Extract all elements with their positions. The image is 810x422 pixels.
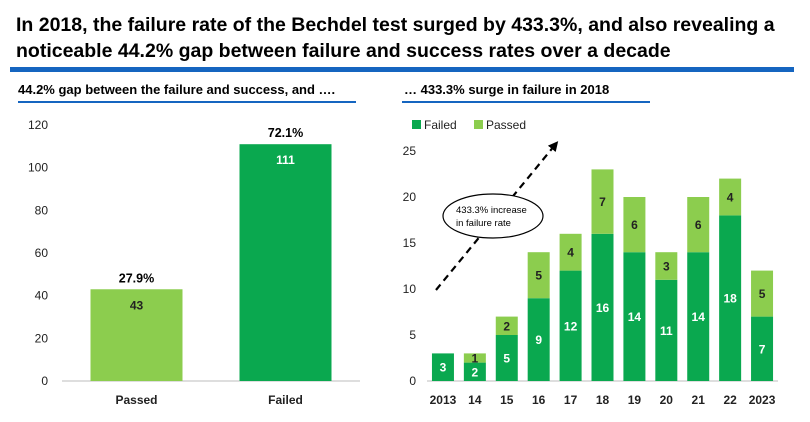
bar-value-label-failed: 9	[535, 333, 542, 347]
bar-value-label-failed: 12	[564, 319, 578, 333]
bar-value-label-passed: 3	[663, 260, 670, 274]
bar-value-label-passed: 2	[503, 319, 510, 333]
trend-arrow	[435, 141, 559, 291]
bar-segment-failed-19	[623, 252, 646, 381]
left-bar-chart: 0 20 40 60 80 100 120 43 27.9% Passed 111 72.1% Fail…	[28, 118, 360, 407]
legend-label-failed: Failed	[424, 118, 457, 132]
annotation-text-line-1: 433.3% increase	[456, 205, 527, 216]
left-y-tick-label: 100	[28, 161, 48, 175]
right-x-tick-label: 18	[596, 393, 610, 407]
legend-swatch-passed	[474, 120, 483, 129]
left-bar-failed	[239, 144, 332, 381]
right-x-tick-label: 14	[468, 393, 482, 407]
bar-segment-passed-20	[655, 252, 678, 280]
bar-segment-failed-2023	[751, 316, 774, 381]
bar-segment-failed-18	[591, 233, 614, 381]
bar-segment-failed-2013	[431, 353, 454, 381]
right-y-tick-label: 0	[409, 374, 416, 388]
left-y-tick-label: 40	[35, 289, 49, 303]
right-x-tick-label: 21	[692, 393, 706, 407]
bar-value-label-failed: 16	[596, 301, 610, 315]
left-y-tick-label: 0	[41, 374, 48, 388]
bar-value-label-passed: 5	[759, 287, 766, 301]
right-x-tick-label: 20	[660, 393, 674, 407]
legend-label-passed: Passed	[486, 118, 526, 132]
right-x-tick-label: 2013	[430, 393, 457, 407]
bar-segment-failed-16	[527, 298, 550, 381]
left-bar-passed	[90, 289, 183, 381]
left-x-tick-label: Passed	[115, 393, 157, 407]
right-y-tick-label: 20	[403, 190, 417, 204]
bar-value-label-passed: 5	[535, 269, 542, 283]
bar-segment-passed-22	[719, 178, 742, 216]
right-x-tick-label: 19	[628, 393, 642, 407]
left-bar-value-label: 111	[276, 153, 295, 167]
right-y-tick-label: 5	[409, 328, 416, 342]
right-x-tick-label: 15	[500, 393, 514, 407]
left-y-tick-label: 120	[28, 118, 48, 132]
annotation-text-line-2: in failure rate	[456, 218, 511, 229]
bar-value-label-failed: 5	[503, 352, 510, 366]
page-title: In 2018, the failure rate of the Bechdel…	[16, 14, 775, 62]
bar-segment-passed-18	[591, 169, 614, 234]
bar-segment-failed-14	[463, 362, 486, 381]
bar-value-label-failed: 14	[692, 310, 706, 324]
bar-value-label-passed: 6	[695, 218, 702, 232]
bar-segment-failed-20	[655, 279, 678, 381]
right-chart-title-underline	[402, 101, 650, 103]
bar-value-label-passed: 4	[727, 191, 734, 205]
bar-value-label-failed: 18	[723, 292, 737, 306]
bar-value-label-passed: 7	[599, 195, 606, 209]
bar-segment-failed-22	[719, 215, 742, 381]
bar-value-label-failed: 7	[759, 342, 766, 356]
legend-swatch-failed	[412, 120, 421, 129]
right-y-tick-label: 10	[403, 282, 417, 296]
bar-value-label-failed: 11	[660, 324, 673, 338]
bar-value-label-failed: 3	[440, 361, 447, 375]
bar-segment-passed-14	[463, 353, 486, 363]
bar-value-label-passed: 1	[472, 352, 479, 366]
bar-value-label-failed: 14	[628, 310, 642, 324]
left-bar-value-label: 43	[130, 298, 144, 312]
bar-value-label-passed: 6	[631, 218, 638, 232]
right-x-tick-label: 17	[564, 393, 578, 407]
bar-value-label-passed: 4	[567, 246, 574, 260]
left-chart-title-underline	[18, 101, 356, 103]
bar-segment-failed-17	[559, 270, 582, 381]
left-chart-title: 44.2% gap between the failure and succes…	[18, 82, 336, 97]
left-y-tick-label: 80	[35, 203, 49, 217]
bar-segment-passed-16	[527, 252, 550, 299]
left-bar-percent-label: 72.1%	[268, 126, 303, 140]
bar-segment-passed-15	[495, 316, 518, 335]
right-y-tick-label: 15	[403, 236, 417, 250]
right-chart-title: … 433.3% surge in failure in 2018	[404, 82, 610, 97]
bar-segment-passed-2023	[751, 270, 774, 317]
left-x-tick-label: Failed	[268, 393, 303, 407]
bar-segment-passed-19	[623, 197, 646, 253]
left-y-tick-label: 20	[35, 331, 49, 345]
right-x-tick-label: 22	[723, 393, 737, 407]
right-y-tick-label: 25	[403, 144, 417, 158]
right-x-tick-label: 2023	[749, 393, 776, 407]
title-divider	[10, 67, 794, 72]
bar-value-label-failed: 2	[472, 365, 479, 379]
annotation-bubble	[442, 193, 544, 239]
bar-segment-failed-21	[687, 252, 710, 381]
right-x-tick-label: 16	[532, 393, 546, 407]
left-y-tick-label: 60	[35, 246, 49, 260]
left-bar-percent-label: 27.9%	[119, 271, 154, 285]
bar-segment-passed-17	[559, 233, 582, 271]
bar-segment-failed-15	[495, 335, 518, 381]
bar-segment-passed-21	[687, 197, 710, 253]
